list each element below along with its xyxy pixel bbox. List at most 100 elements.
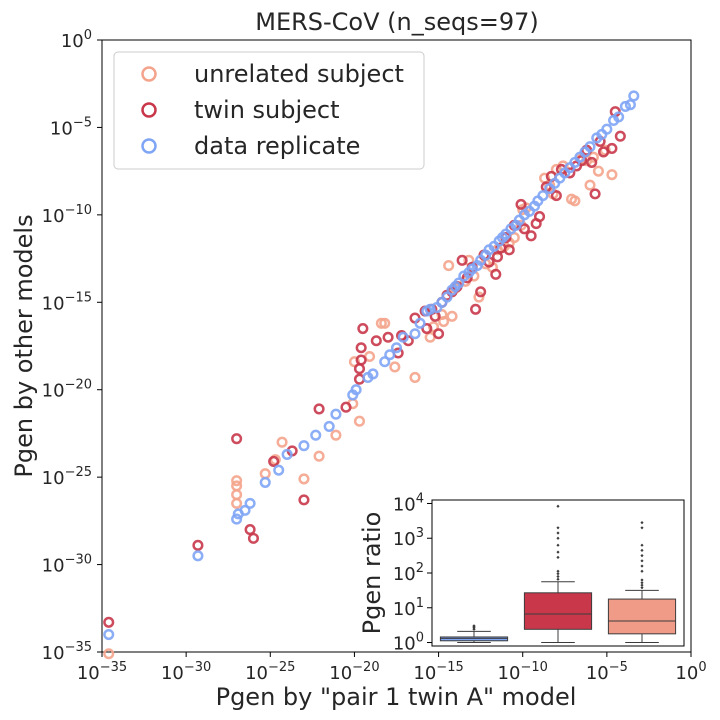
scatter-point xyxy=(564,167,576,179)
scatter-point xyxy=(269,454,281,466)
scatter-point xyxy=(103,616,115,628)
scatter-point xyxy=(192,550,204,562)
scatter-point xyxy=(606,142,618,154)
plot-frame xyxy=(101,39,692,653)
box-unrelated-subject xyxy=(607,520,677,644)
x-tick-label: 10−20 xyxy=(329,660,379,684)
scatter-point xyxy=(491,251,504,263)
scatter-point xyxy=(606,169,618,181)
box-outlier xyxy=(556,526,560,530)
inset-y-axis-label: Pgen ratio xyxy=(358,512,386,635)
chart-title: MERS-CoV (n_seqs=97) xyxy=(255,8,539,36)
scatter-point xyxy=(587,151,599,163)
box-outlier xyxy=(640,583,644,587)
legend-label: twin subject xyxy=(194,96,340,124)
scatter-point xyxy=(436,308,448,321)
scatter-point xyxy=(601,123,613,135)
scatter-point xyxy=(382,331,394,343)
x-tick-label: 10−15 xyxy=(413,660,463,684)
box-outlier xyxy=(556,550,560,554)
scatter-point xyxy=(421,322,433,335)
scatter-point xyxy=(367,368,379,380)
scatter-point xyxy=(589,188,601,200)
x-tick-label: 100 xyxy=(675,660,706,684)
scatter-point xyxy=(353,363,366,375)
x-tick-label: 10−35 xyxy=(77,660,127,684)
box-outlier xyxy=(556,536,560,540)
box-outlier xyxy=(640,543,644,547)
scatter-point xyxy=(384,349,396,361)
x-tick-label: 10−30 xyxy=(161,660,211,684)
scatter-point xyxy=(414,317,426,329)
y-tick-label: 10−20 xyxy=(42,378,92,402)
box-outlier xyxy=(556,574,560,579)
box-iqr xyxy=(607,598,677,635)
legend-marker xyxy=(141,66,157,82)
scatter-point xyxy=(438,315,450,328)
y-axis-ticks: 10−35 10−30 10−25 10−20 10−15 10−10 10−5 100 xyxy=(42,28,102,664)
scatter-point xyxy=(281,448,293,460)
scatter-point xyxy=(628,90,640,102)
scatter-point xyxy=(446,310,458,322)
scatter-point xyxy=(231,489,243,501)
box-outlier xyxy=(472,624,476,628)
scatter-point xyxy=(475,286,487,298)
x-axis-ticks: 10−35 10−30 10−25 10−20 10−15 10−10 10−5 100 xyxy=(77,652,707,684)
scatter-point xyxy=(586,156,598,168)
scatter-point xyxy=(350,384,362,396)
scatter-point xyxy=(525,230,537,242)
box-twin-subject xyxy=(523,504,593,644)
box-outlier xyxy=(556,572,560,576)
scatter-point xyxy=(443,260,455,272)
box-outlier xyxy=(640,554,644,558)
scatter-point xyxy=(231,480,243,492)
scatter-point xyxy=(231,475,243,487)
scatter-point xyxy=(244,497,256,509)
legend-marker xyxy=(141,102,157,118)
scatter-point xyxy=(298,473,310,485)
scatter-point xyxy=(389,361,401,373)
scatter-point xyxy=(370,335,382,347)
scatter-point xyxy=(395,329,408,342)
legend-marker xyxy=(141,138,157,154)
inset-y-tick-label: 103 xyxy=(393,526,424,550)
box-iqr xyxy=(523,592,593,630)
scatter-point xyxy=(231,497,243,509)
box-outlier xyxy=(556,569,560,573)
box-outlier xyxy=(640,586,644,590)
scatter-point xyxy=(259,476,271,488)
legend-box xyxy=(113,51,425,170)
scatter-point xyxy=(103,628,115,641)
scatter-point xyxy=(550,190,562,202)
box-outlier xyxy=(640,569,644,573)
scatter-point xyxy=(533,211,546,223)
scatter-point xyxy=(456,254,468,266)
scatter-point xyxy=(537,190,549,202)
scatter-point xyxy=(353,415,366,427)
scatter-point xyxy=(470,303,482,315)
scatter-point xyxy=(619,100,631,112)
scatter-point xyxy=(584,179,596,191)
scatter-point xyxy=(268,455,280,467)
scatter-point xyxy=(330,408,342,420)
scatter-point xyxy=(313,403,325,415)
box-outlier xyxy=(640,578,644,582)
scatter-point xyxy=(103,648,115,660)
box-outlier xyxy=(640,559,644,563)
inset-y-tick-label: 101 xyxy=(393,596,424,620)
scatter-point xyxy=(313,450,325,462)
scatter-point xyxy=(584,141,596,153)
box-outlier xyxy=(640,526,644,530)
scatter-point xyxy=(592,165,604,177)
y-axis-label: Pgen by other models xyxy=(10,214,38,477)
scatter-point xyxy=(424,303,436,315)
legend-label: data replicate xyxy=(194,132,360,160)
scatter-point xyxy=(298,494,310,506)
scatter-point xyxy=(259,468,271,480)
box-outlier xyxy=(640,548,644,553)
box-outlier xyxy=(556,577,560,581)
scatter-point xyxy=(355,354,367,366)
scatter-point xyxy=(330,429,342,441)
scatter-point xyxy=(340,401,352,413)
